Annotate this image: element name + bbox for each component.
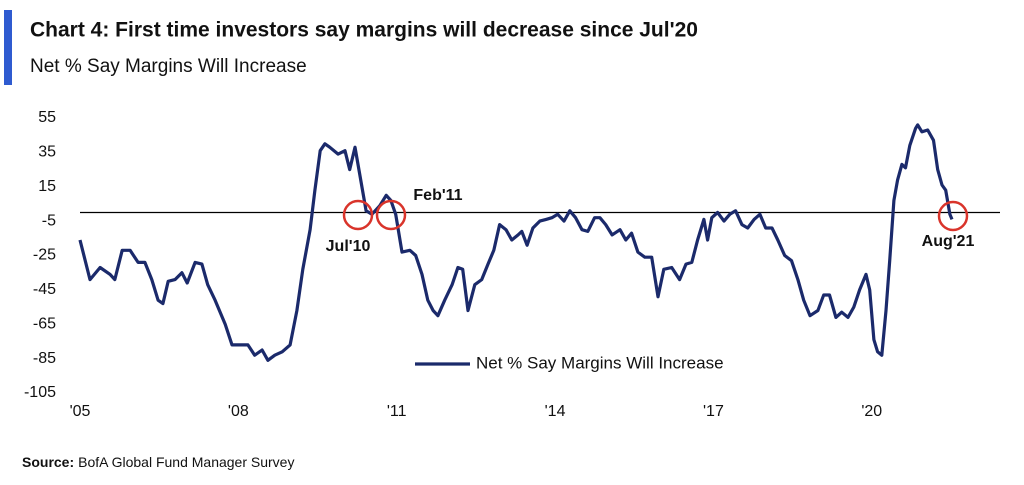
y-tick-label: -65	[33, 315, 56, 332]
y-tick-label: 35	[38, 144, 56, 161]
chart-subtitle: Net % Say Margins Will Increase	[30, 56, 307, 77]
annotation-label: Jul'10	[326, 238, 371, 255]
series-line	[78, 123, 954, 362]
source-label: Source:	[22, 454, 74, 470]
y-tick-label: -45	[33, 281, 56, 298]
chart-title: Chart 4: First time investors say margin…	[30, 19, 698, 42]
x-tick-label: '05	[70, 403, 91, 420]
y-tick-label: 55	[38, 109, 56, 126]
annotation-circle	[375, 199, 407, 231]
x-tick-label: '17	[703, 403, 724, 420]
annotation-circle	[937, 200, 969, 232]
x-tick-label: '11	[387, 403, 407, 420]
annotation-circle	[342, 199, 374, 231]
source: Source: BofA Global Fund Manager Survey	[22, 454, 294, 470]
x-tick-label: '08	[228, 403, 249, 420]
legend-label: Net % Say Margins Will Increase	[476, 353, 724, 372]
y-tick-label: -5	[42, 212, 56, 229]
y-tick-label: 15	[38, 178, 56, 195]
annotation-label: Aug'21	[922, 233, 975, 250]
y-tick-label: -85	[33, 350, 56, 367]
annotation-label: Feb'11	[413, 187, 462, 204]
x-tick-label: '14	[545, 403, 566, 420]
y-tick-label: -25	[33, 247, 56, 264]
source-text: BofA Global Fund Manager Survey	[78, 454, 294, 470]
y-tick-label: -105	[24, 384, 56, 401]
x-tick-label: '20	[861, 403, 882, 420]
title-accent	[4, 10, 12, 85]
